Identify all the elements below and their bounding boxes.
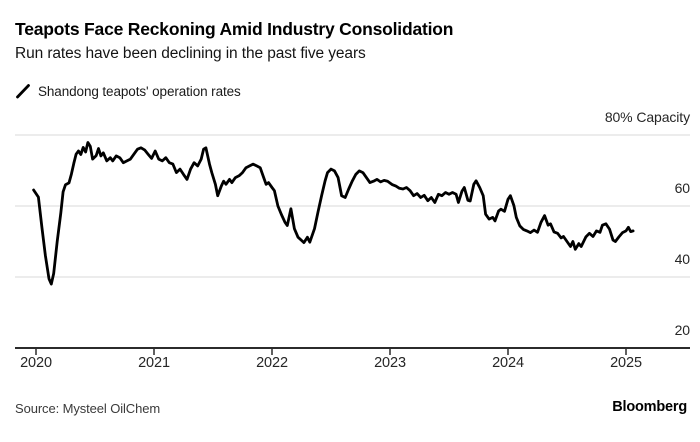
source-text: Source: Mysteel OilChem (15, 401, 161, 416)
x-axis-label-2022: 2022 (256, 355, 288, 371)
x-axis-label-2025: 2025 (610, 355, 642, 371)
chart-subtitle: Run rates have been declining in the pas… (15, 45, 366, 62)
y-axis-label-40: 40 (674, 251, 690, 267)
series-line-shandong-operation-rates (32, 141, 635, 286)
x-axis-label-2021: 2021 (138, 355, 170, 371)
y-axis-label-20: 20 (674, 322, 690, 338)
y-axis-label-80-capacity: 80% Capacity (604, 109, 690, 125)
legend-label: Shandong teapots' operation rates (38, 84, 241, 99)
x-axis-ticks (35, 349, 627, 355)
x-axis-label-2020: 2020 (20, 355, 52, 371)
gridlines (15, 134, 690, 278)
y-axis-label-60: 60 (674, 180, 690, 196)
x-axis-label-2024: 2024 (492, 355, 524, 371)
bloomberg-logo: Bloomberg (612, 399, 687, 415)
chart-title: Teapots Face Reckoning Amid Industry Con… (15, 19, 454, 39)
x-axis-label-2023: 2023 (374, 355, 406, 371)
line-series-icon (16, 84, 30, 99)
legend: Shandong teapots' operation rates (15, 84, 241, 99)
